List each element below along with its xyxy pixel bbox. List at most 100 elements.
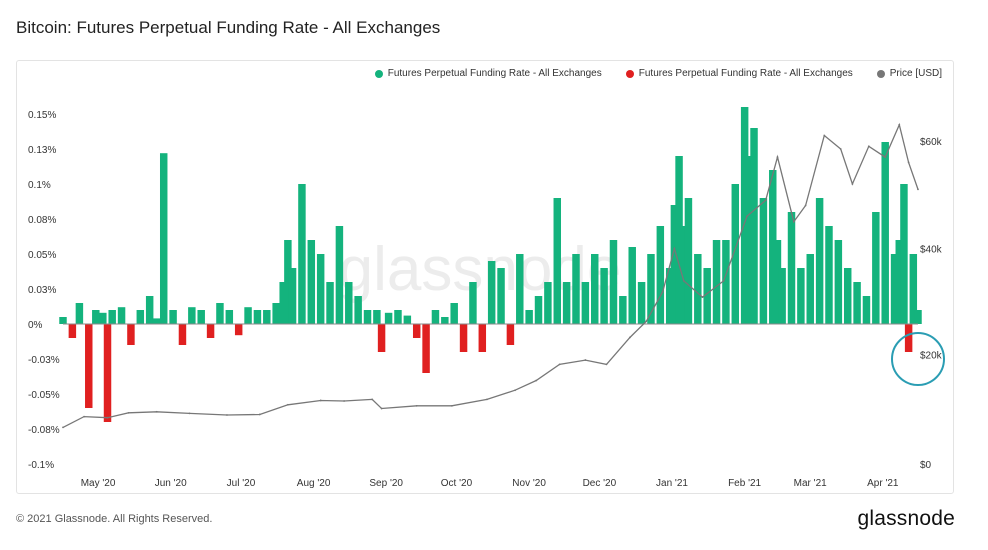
x-tick-label: Apr '21 [867,478,899,489]
funding-bar-positive [609,240,618,324]
funding-bar-negative [422,324,430,373]
funding-bar-positive [722,240,730,324]
legend-item-positive-funding[interactable]: Futures Perpetual Funding Rate - All Exc… [374,68,602,79]
price-point [898,123,901,126]
funding-bar-positive [637,282,646,324]
price-point [415,404,418,407]
funding-bar-positive [136,310,145,324]
funding-bar-positive [834,240,843,324]
y-left-tick-label: 0% [28,320,43,331]
funding-bar-negative [478,324,487,352]
legend-label: Futures Perpetual Funding Rate - All Exc… [387,68,602,79]
funding-bar-positive [694,254,702,324]
y-right-tick-label: $0 [920,460,932,471]
funding-bar-negative [127,324,135,345]
price-point [127,411,130,414]
y-left-tick-label: -0.03% [28,355,60,366]
price-point [155,410,158,413]
legend-label: Price [USD] [889,68,942,79]
x-tick-label: Oct '20 [441,478,473,489]
funding-bar-positive [675,156,683,324]
funding-bar-positive [647,254,655,324]
funding-bar-positive [59,317,67,324]
price-point [380,407,383,410]
chart-frame [16,60,954,494]
funding-bar-positive [92,310,100,324]
funding-bar-negative [234,324,243,336]
price-point [907,161,910,164]
funding-bar-negative [459,324,468,352]
x-tick-label: Feb '21 [728,478,761,489]
x-tick-label: Mar '21 [794,478,827,489]
funding-bar-positive [307,240,316,324]
price-point [701,296,704,298]
price-point [558,363,561,366]
y-left-tick-label: 0.05% [28,250,56,261]
funding-bar-positive [890,254,899,324]
price-point [343,400,345,402]
funding-bar-positive [216,303,224,324]
legend-dot-grey [876,69,885,78]
y-left-tick-label: -0.05% [28,390,60,401]
funding-bar-positive [684,198,693,324]
funding-bar-positive [581,282,590,324]
funding-bar-positive [108,310,116,324]
price-point [371,398,374,401]
funding-bar-positive [394,310,402,324]
funding-bar-positive [450,303,458,324]
x-tick-label: Dec '20 [583,478,617,489]
price-point [917,188,919,191]
price-point [83,415,85,418]
funding-bar-positive [572,254,580,324]
x-tick-label: Jan '21 [656,478,688,489]
funding-bar-positive [354,296,362,324]
funding-bar-positive [279,282,287,324]
funding-bar-positive [843,268,852,324]
funding-bar-negative [377,324,386,352]
y-left-tick-label: 0.03% [28,285,56,296]
funding-bar-positive [169,310,177,324]
funding-bar-positive [145,296,154,324]
legend-item-price[interactable]: Price [USD] [876,68,942,79]
funding-bar-positive [403,315,412,324]
price-point [867,145,870,148]
funding-bar-positive [117,307,126,324]
glassnode-logo[interactable]: glassnode [857,507,955,530]
legend-label: Futures Perpetual Funding Rate - All Exc… [638,68,853,79]
price-point [661,290,664,293]
price-point [605,363,608,366]
y-right-tick-label: $60k [920,137,943,148]
x-tick-label: Aug '20 [297,478,331,489]
price-point [106,416,109,419]
funding-bar-negative [85,324,93,408]
funding-bar-positive [750,128,758,324]
price-point [628,336,631,339]
funding-bar-positive [670,205,679,324]
funding-bar-positive [525,310,533,324]
legend-item-negative-funding[interactable]: Futures Perpetual Funding Rate - All Exc… [625,68,853,79]
funding-bar-positive [628,247,636,324]
funding-bar-positive [431,310,440,324]
funding-bar-positive [778,268,786,324]
price-point [188,412,191,415]
funding-bar-positive [487,261,496,324]
funding-bar-positive [326,282,334,324]
funding-bar-positive [288,268,297,324]
funding-bar-positive [769,170,777,324]
funding-bar-positive [797,268,805,324]
funding-bar-positive [712,240,721,324]
price-point [722,280,725,282]
price-point [746,215,748,218]
funding-bar-positive [335,226,344,324]
funding-bar-positive [253,310,262,324]
funding-bar-positive [272,303,280,324]
price-point [62,426,64,429]
price-point [764,199,767,202]
funding-bar-positive [665,268,674,324]
funding-bar-negative [206,324,215,338]
funding-bar-negative [904,324,913,352]
funding-bar-positive [284,240,292,324]
price-point [776,156,779,158]
funding-bar-positive [815,198,824,324]
